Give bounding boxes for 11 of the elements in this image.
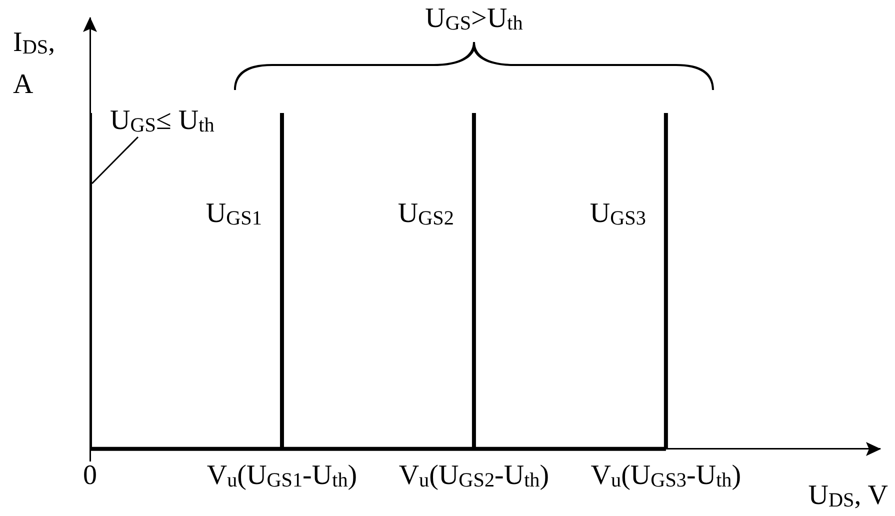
x-tick-label: 0	[83, 460, 97, 491]
x-tick-label: V$_{u}$(U$_{GS3}$-U$_{th}$)	[590, 460, 742, 492]
series-label: U$_{GS}$≤ U$_{th}$	[110, 105, 214, 137]
x-tick-label: V$_{u}$(U$_{GS1}$-U$_{th}$)	[206, 460, 358, 492]
text: U$_{GS}$>U$_{th}$	[425, 3, 523, 35]
series-label: U$_{GS1}$	[206, 198, 262, 230]
x-axis-title: U$_{DS}$, V	[808, 480, 888, 512]
series-label: U$_{GS2}$	[398, 198, 454, 230]
y-axis-title: I$_{DS}$, A	[13, 26, 56, 102]
x-tick-label: V$_{u}$(U$_{GS2}$-U$_{th}$)	[398, 460, 550, 492]
series-label: U$_{GS3}$	[590, 198, 646, 230]
